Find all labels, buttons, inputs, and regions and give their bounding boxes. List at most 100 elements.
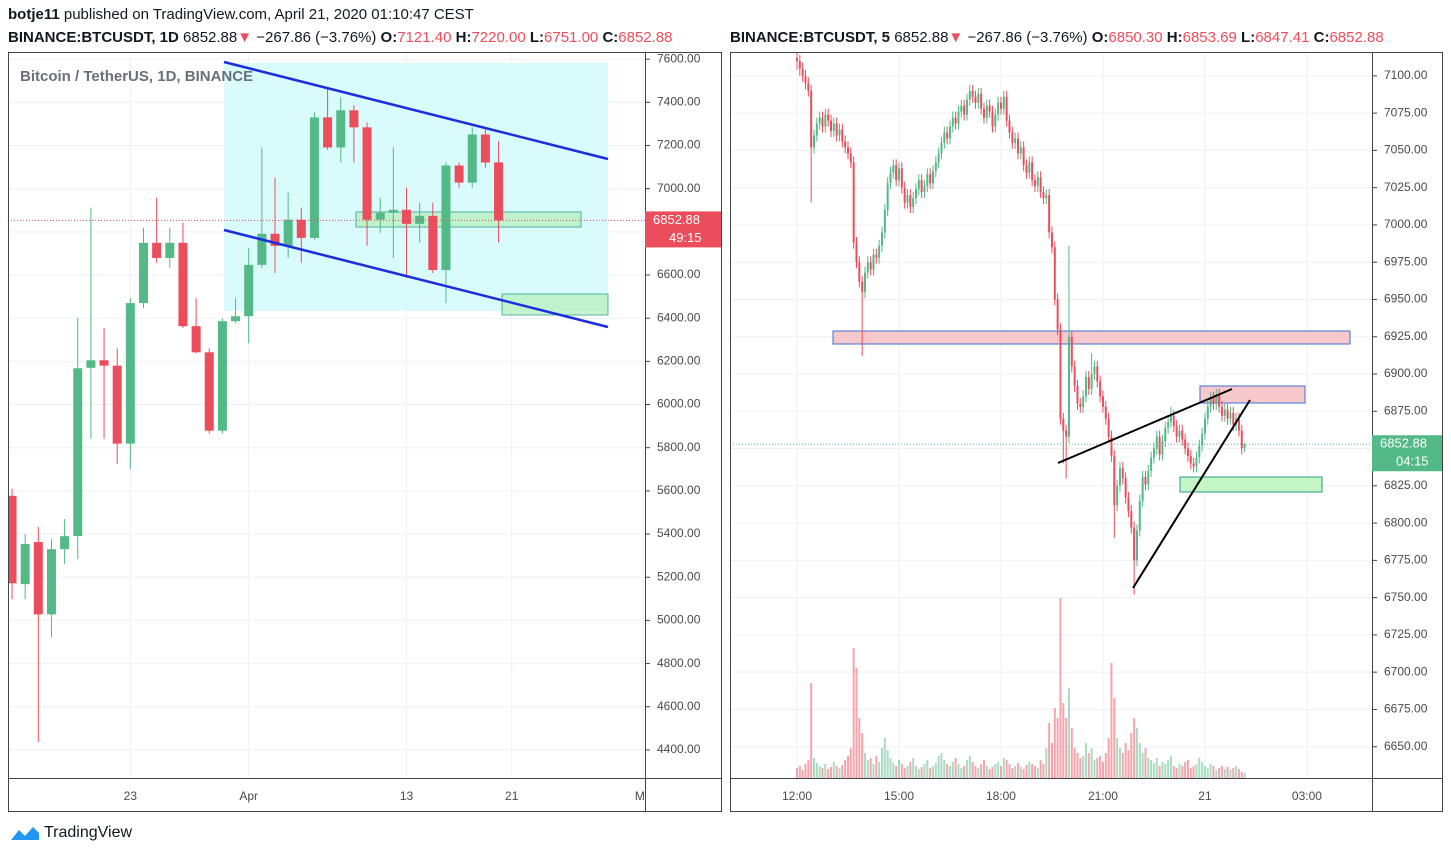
price: 6852.88 <box>183 29 238 46</box>
zone <box>355 211 582 228</box>
candle-body <box>855 242 858 263</box>
volume-bar <box>880 748 883 778</box>
candle-body <box>982 108 985 118</box>
volume-bar <box>1028 762 1031 778</box>
candle-body <box>1005 96 1008 121</box>
candle-body <box>920 180 923 193</box>
y-tick-label: 5400.00 <box>657 526 701 540</box>
volume-bar <box>1079 758 1082 778</box>
candle-body <box>1031 162 1034 181</box>
candle-body <box>1113 455 1116 506</box>
candle-body <box>99 360 109 366</box>
volume-bar <box>1133 718 1136 778</box>
volume-bar <box>804 764 807 778</box>
candle-body <box>1172 415 1175 427</box>
candle-body <box>985 105 988 118</box>
candle-body <box>861 281 864 293</box>
candle-body <box>1209 397 1212 407</box>
candle-body <box>1110 436 1113 456</box>
volume-bar <box>1014 766 1017 778</box>
y-tick-label: 5200.00 <box>657 569 701 583</box>
volume-bar <box>829 767 832 778</box>
volume-bar <box>1073 748 1076 778</box>
y-tick-label: 6650.00 <box>1384 739 1428 753</box>
volume-bar <box>827 769 830 778</box>
y-tick-label: 6400.00 <box>657 310 701 324</box>
channel-area <box>224 63 608 311</box>
candle-body <box>991 111 994 127</box>
x-tick-label: 21:00 <box>1088 789 1118 803</box>
zone <box>1199 385 1306 404</box>
candle-body <box>375 212 385 220</box>
candle-body <box>1019 147 1022 154</box>
candle-body <box>1212 397 1215 404</box>
volume-bar <box>1135 728 1138 778</box>
volume-bar <box>1048 723 1051 778</box>
candle-body <box>883 210 886 233</box>
candle-body <box>1045 195 1048 199</box>
candle-body <box>1189 455 1192 464</box>
candle-body <box>1050 232 1053 248</box>
ohlc-key: H: <box>1166 29 1183 46</box>
drawings-left <box>224 63 609 316</box>
y-tick-label: 7600.00 <box>657 51 701 65</box>
volume-bar <box>1121 753 1124 778</box>
y-tick-label: 7100.00 <box>1384 68 1428 82</box>
x-tick-label: 12:00 <box>782 789 812 803</box>
candle-body <box>152 242 162 258</box>
volume-bar <box>982 760 985 778</box>
candle-body <box>946 132 949 139</box>
y-tick-label: 6700.00 <box>1384 664 1428 678</box>
volume-bar <box>1090 748 1093 778</box>
candle-body <box>257 233 267 265</box>
volume-bar <box>948 766 951 778</box>
candle-body <box>852 162 855 243</box>
candle-body <box>1096 366 1099 382</box>
y-tick-label: 7000.00 <box>1384 217 1428 231</box>
candle-body <box>957 111 960 124</box>
y-tick-label: 6925.00 <box>1384 329 1428 343</box>
candle-body <box>1008 120 1011 133</box>
volume-bar <box>1113 698 1116 778</box>
candle-body <box>1121 467 1124 479</box>
volume-bar <box>824 764 827 778</box>
candle-body <box>388 209 398 213</box>
candle-body <box>139 242 148 304</box>
volume-bar <box>1045 748 1048 778</box>
volume-bar <box>974 766 977 778</box>
trend-line <box>223 228 609 329</box>
candle-body <box>926 174 929 187</box>
candle-body <box>1130 511 1133 528</box>
candle-body <box>1118 467 1121 486</box>
symbol: BINANCE:BTCUSDT, 1D <box>8 29 179 46</box>
drawings-right <box>832 330 1351 493</box>
x-tick-label: 15:00 <box>884 789 914 803</box>
candle-body <box>1107 418 1110 437</box>
candle-body <box>1223 409 1226 416</box>
volume-bar <box>863 753 866 778</box>
candle-body <box>1036 177 1039 187</box>
ohlc-value: 6751.00 <box>544 29 599 46</box>
candle-body <box>1164 427 1167 442</box>
volume-bar <box>1056 718 1059 778</box>
candle-body <box>125 303 135 444</box>
candle-body <box>960 105 963 112</box>
candle-body <box>943 132 946 143</box>
volume-bar <box>920 767 923 778</box>
candle-body <box>1084 376 1087 397</box>
candle-body <box>296 219 306 238</box>
candle-body <box>231 316 241 322</box>
volume-bar <box>1184 762 1187 778</box>
y-tick-label: 6900.00 <box>1384 366 1428 380</box>
candle-body <box>1056 299 1059 330</box>
volume-bar <box>1110 663 1113 778</box>
candle-body <box>191 326 201 353</box>
y-tick-label: 4800.00 <box>657 656 701 670</box>
candle-body <box>974 96 977 103</box>
candle-body <box>1152 448 1155 458</box>
legend: BINANCE:BTCUSDT, 1D 6852.88▼ −267.86 (−3… <box>8 29 673 46</box>
candle-body <box>841 129 844 142</box>
candle-body <box>807 83 810 91</box>
candle-body <box>1215 394 1218 404</box>
candle-body <box>997 102 1000 115</box>
